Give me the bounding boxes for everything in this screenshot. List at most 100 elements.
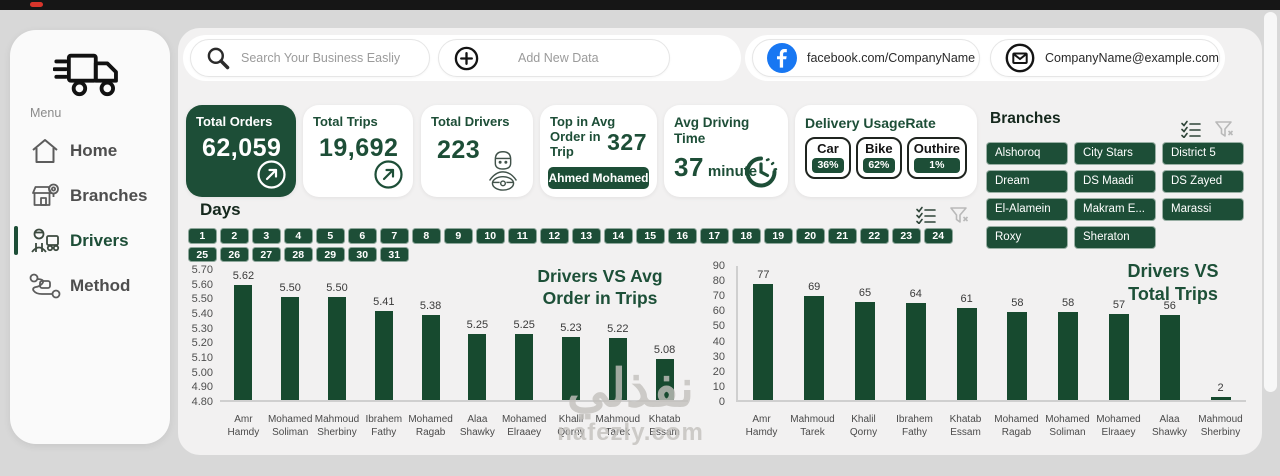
branch-button[interactable]: DS Maadi	[1074, 170, 1156, 193]
y-tick-label: 90	[712, 260, 725, 272]
bar	[515, 334, 534, 400]
envelope-icon	[1005, 43, 1035, 73]
usage-name: Car	[817, 141, 839, 157]
kpi-label: Total Orders	[196, 114, 273, 129]
search-input[interactable]: Search Your Business Easliy	[190, 39, 430, 77]
arrow-up-right-icon[interactable]	[256, 159, 287, 190]
day-chip[interactable]: 29	[316, 246, 345, 262]
day-chip[interactable]: 19	[764, 228, 793, 244]
day-chip[interactable]: 20	[796, 228, 825, 244]
home-icon	[26, 137, 64, 165]
sidebar-item-label: Method	[70, 275, 131, 295]
bar	[905, 303, 926, 400]
chart-title: Drivers VS Total Trips	[1127, 261, 1219, 304]
branch-button[interactable]: Alshoroq	[986, 142, 1068, 165]
contact-group: facebook.com/CompanyName CompanyName@exa…	[745, 35, 1225, 81]
branch-button[interactable]: Dream	[986, 170, 1068, 193]
arrow-up-right-icon[interactable]	[373, 159, 404, 190]
add-new-data-button[interactable]: Add New Data	[438, 39, 670, 77]
branch-button[interactable]: Makram E...	[1074, 198, 1156, 221]
multi-select-icon[interactable]	[1180, 120, 1202, 138]
day-chip[interactable]: 10	[476, 228, 505, 244]
y-tick-label: 20	[712, 365, 725, 378]
bar-value-label: 5.50	[326, 282, 348, 295]
day-chip[interactable]: 3	[252, 228, 281, 244]
clear-filter-icon[interactable]	[1214, 120, 1234, 138]
day-chip[interactable]: 31	[380, 246, 409, 262]
day-chip[interactable]: 26	[220, 246, 249, 262]
y-tick-label: 5.70	[191, 264, 213, 276]
menu-label: Menu	[30, 106, 62, 120]
bar	[1007, 312, 1028, 400]
category-label: Mohamed Ragab	[994, 414, 1039, 438]
day-chip[interactable]: 1	[188, 228, 217, 244]
day-chip[interactable]: 15	[636, 228, 665, 244]
kpi-unit: minute	[707, 163, 758, 181]
facebook-link[interactable]: facebook.com/CompanyName	[752, 39, 980, 77]
category-label: Khatab Essam	[949, 414, 982, 438]
bar-column: 2	[1195, 266, 1246, 400]
day-chip[interactable]: 11	[508, 228, 537, 244]
day-chip[interactable]: 6	[348, 228, 377, 244]
category-label: Ibrahem Fathy	[896, 414, 933, 438]
day-chip[interactable]: 2	[220, 228, 249, 244]
usage-chip-car[interactable]: Car 36%	[805, 137, 851, 180]
day-chip[interactable]: 5	[316, 228, 345, 244]
active-indicator	[14, 226, 18, 255]
day-chip[interactable]: 16	[668, 228, 697, 244]
facebook-text: facebook.com/CompanyName	[807, 51, 976, 65]
day-chip[interactable]: 18	[732, 228, 761, 244]
day-chip[interactable]: 12	[540, 228, 569, 244]
day-chip[interactable]: 8	[412, 228, 441, 244]
branch-button[interactable]: Roxy	[986, 226, 1068, 249]
day-chip[interactable]: 14	[604, 228, 633, 244]
day-chip[interactable]: 13	[572, 228, 601, 244]
bar	[281, 297, 300, 400]
x-axis-labels: Amr Hamdy Mohamed Soliman Mahmoud Sherbiny Ibr…	[220, 408, 688, 446]
usage-chip-outhire[interactable]: Outhire 1%	[906, 137, 968, 180]
day-chip[interactable]: 27	[252, 246, 281, 262]
bar-value-label: 64	[909, 288, 922, 301]
category-label: Mohamed Elraaey	[501, 414, 547, 438]
bar-value-label: 56	[1163, 300, 1176, 313]
bar-value-label: 65	[858, 286, 872, 299]
x-axis-labels: Amr Hamdy Mahmoud Tarek Khalil Qorny Ibrahem Fa…	[736, 408, 1246, 446]
day-chip[interactable]: 28	[284, 246, 313, 262]
day-chip[interactable]: 24	[924, 228, 953, 244]
y-tick-label: 5.20	[191, 337, 213, 350]
day-chip[interactable]: 9	[444, 228, 473, 244]
usage-name: Bike	[865, 141, 893, 157]
branch-button[interactable]: Sheraton	[1074, 226, 1156, 249]
driver-avatar-icon	[480, 146, 526, 192]
multi-select-icon[interactable]	[915, 206, 937, 224]
branch-button[interactable]: DS Zayed	[1162, 170, 1244, 193]
day-chip[interactable]: 25	[188, 246, 217, 262]
branch-button[interactable]: Marassi	[1162, 198, 1244, 221]
sidebar-item-branches[interactable]: Branches	[26, 173, 166, 218]
facebook-icon	[767, 43, 797, 73]
bar	[1159, 315, 1180, 400]
day-chip[interactable]: 22	[860, 228, 889, 244]
branch-button[interactable]: District 5	[1162, 142, 1244, 165]
vertical-scrollbar[interactable]	[1264, 12, 1277, 392]
branch-button[interactable]: City Stars	[1074, 142, 1156, 165]
branch-button[interactable]: El-Alamein	[986, 198, 1068, 221]
clear-filter-icon[interactable]	[949, 206, 969, 224]
bar-value-label: 5.38	[419, 299, 442, 312]
email-link[interactable]: CompanyName@example.com	[990, 39, 1220, 77]
day-chip[interactable]: 17	[700, 228, 729, 244]
day-chip[interactable]: 21	[828, 228, 857, 244]
y-tick-label: 5.60	[191, 278, 213, 291]
sidebar: Menu Home Branches	[10, 30, 170, 444]
day-chip[interactable]: 23	[892, 228, 921, 244]
bar-column: 58	[992, 266, 1043, 400]
day-chip[interactable]: 7	[380, 228, 409, 244]
storefront-icon	[26, 181, 64, 211]
sidebar-item-home[interactable]: Home	[26, 128, 166, 173]
usage-chip-bike[interactable]: Bike 62%	[855, 137, 902, 180]
sidebar-item-method[interactable]: Method	[26, 263, 166, 308]
sidebar-item-drivers[interactable]: Drivers	[14, 218, 166, 263]
driver-icon	[26, 225, 64, 257]
day-chip[interactable]: 30	[348, 246, 377, 262]
day-chip[interactable]: 4	[284, 228, 313, 244]
